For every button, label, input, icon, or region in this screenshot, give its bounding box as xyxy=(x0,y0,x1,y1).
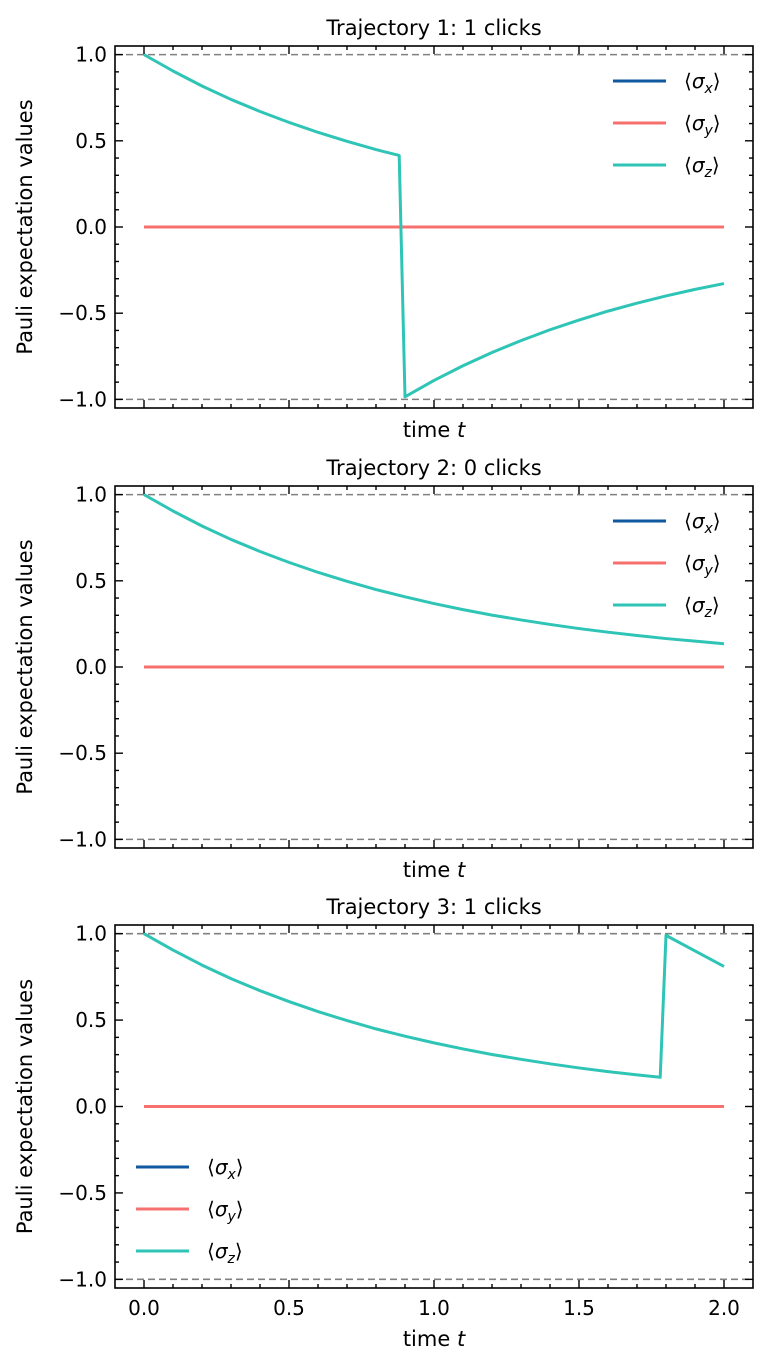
legend-label: ⟨σx⟩ xyxy=(684,69,721,97)
y-tick-label: 0.5 xyxy=(75,129,107,153)
y-tick-label: −1.0 xyxy=(58,827,107,851)
y-tick-label: −0.5 xyxy=(58,741,107,765)
chart-title: Trajectory 3: 1 clicks xyxy=(325,895,541,919)
x-tick-label: 0.5 xyxy=(273,1296,305,1320)
legend-label: ⟨σz⟩ xyxy=(684,153,720,181)
chart-title: Trajectory 2: 0 clicks xyxy=(325,456,541,480)
chart-panel-3: 0.0 0.5 1.0 1.5 2.0 −1.0 −0.5 0.0 0.5 1.0 Trajecto… xyxy=(13,895,754,1351)
legend-label: ⟨σx⟩ xyxy=(207,1155,244,1183)
chart-panel-1: −1.0 −0.5 0.0 0.5 1.0 Trajectory 1: 1 clicks t… xyxy=(13,16,754,442)
series-line-3 xyxy=(143,932,725,1079)
legend: ⟨σx⟩ ⟨σy⟩ ⟨σz⟩ xyxy=(613,509,721,621)
y-tick-label: 0.5 xyxy=(75,569,107,593)
legend-label: ⟨σy⟩ xyxy=(207,1197,244,1225)
legend-label: ⟨σy⟩ xyxy=(684,111,721,139)
x-tick-label: 1.5 xyxy=(563,1296,595,1320)
y-tick-label: −1.0 xyxy=(58,387,107,411)
y-tick-label: 1.0 xyxy=(75,483,107,507)
y-tick-label: 0.0 xyxy=(75,655,107,679)
y-tick-label: 0.5 xyxy=(75,1008,107,1032)
x-tick-label: 2.0 xyxy=(708,1296,740,1320)
legend-label: ⟨σz⟩ xyxy=(684,593,720,621)
x-axis-label: time t xyxy=(403,418,466,442)
legend: ⟨σx⟩ ⟨σy⟩ ⟨σz⟩ xyxy=(136,1155,244,1267)
x-axis-label: time t xyxy=(403,858,466,882)
y-tick-label: 1.0 xyxy=(75,43,107,67)
y-tick-label: −1.0 xyxy=(58,1267,107,1291)
y-axis-label: Pauli expectation values xyxy=(13,539,37,794)
y-tick-label: −0.5 xyxy=(58,1181,107,1205)
y-axis-label: Pauli expectation values xyxy=(13,979,37,1234)
y-tick-label: 0.0 xyxy=(75,215,107,239)
x-axis-label: time t xyxy=(403,1327,466,1351)
legend-label: ⟨σz⟩ xyxy=(207,1239,243,1267)
y-tick-label: 0.0 xyxy=(75,1095,107,1119)
legend: ⟨σx⟩ ⟨σy⟩ ⟨σz⟩ xyxy=(613,69,721,181)
x-tick-label: 1.0 xyxy=(418,1296,450,1320)
y-tick-label: −0.5 xyxy=(58,301,107,325)
x-tick-label: 0.0 xyxy=(128,1296,160,1320)
y-tick-label: 1.0 xyxy=(75,922,107,946)
legend-label: ⟨σy⟩ xyxy=(684,551,721,579)
chart-title: Trajectory 1: 1 clicks xyxy=(325,16,541,40)
series-line-3 xyxy=(143,53,725,399)
legend-label: ⟨σx⟩ xyxy=(684,509,721,537)
chart-panel-2: −1.0 −0.5 0.0 0.5 1.0 Trajectory 2: 0 clicks t… xyxy=(13,456,754,882)
y-axis-label: Pauli expectation values xyxy=(13,99,37,354)
series-line-3 xyxy=(143,493,725,646)
